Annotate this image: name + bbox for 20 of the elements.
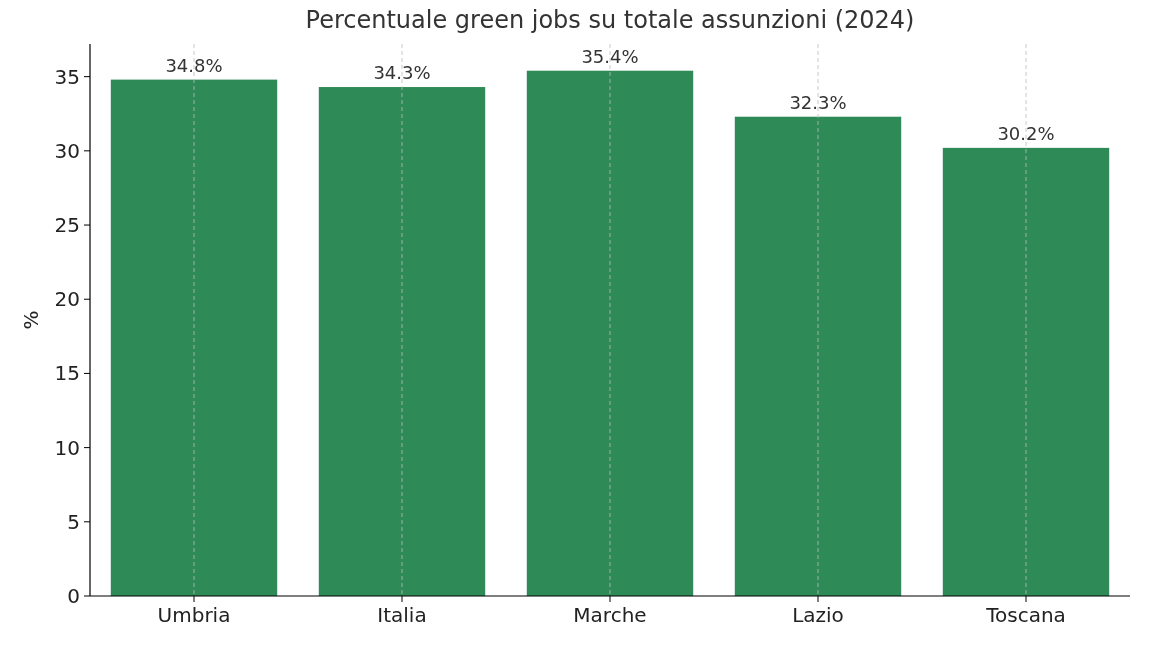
x-tick-label: Lazio <box>792 603 844 627</box>
x-tick-label: Italia <box>377 603 427 627</box>
x-tick-label: Marche <box>573 603 647 627</box>
y-tick-label: 5 <box>67 509 80 534</box>
data-label: 32.3% <box>789 91 847 113</box>
data-label: 35.4% <box>581 45 639 67</box>
data-label: 30.2% <box>997 122 1055 144</box>
y-tick-label: 20 <box>54 287 80 312</box>
y-tick-label: 0 <box>67 584 80 608</box>
y-tick-label: 10 <box>54 435 80 460</box>
chart-title: Percentuale green jobs su totale assunzioni (2024) <box>305 6 915 34</box>
data-label: 34.8% <box>165 54 223 76</box>
y-tick-label: 35 <box>54 64 80 89</box>
y-tick-label: 15 <box>54 361 80 386</box>
x-tick-label: Toscana <box>985 603 1066 627</box>
data-label: 34.3% <box>373 62 431 84</box>
x-tick-label: Umbria <box>157 603 231 627</box>
y-tick-label: 30 <box>54 138 80 163</box>
y-tick-label: 25 <box>54 213 80 238</box>
y-axis-title: % <box>19 310 43 330</box>
